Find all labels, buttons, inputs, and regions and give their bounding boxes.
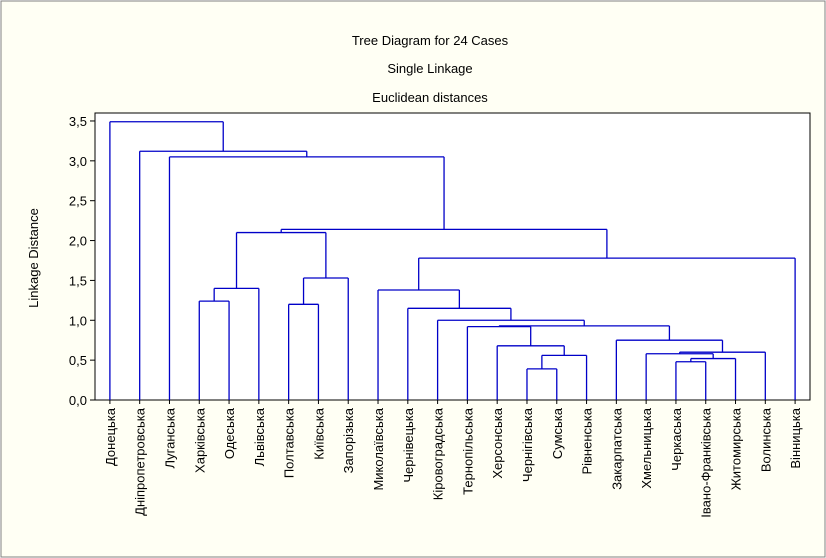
chart-subtitle: Single Linkage <box>387 61 472 76</box>
x-tick-label: Херсонська <box>490 407 505 478</box>
chart-subtitle: Euclidean distances <box>372 90 488 105</box>
x-tick-label: Луганська <box>162 407 177 468</box>
chart-title: Tree Diagram for 24 Cases <box>352 33 509 48</box>
x-tick-label: Волинська <box>758 407 773 472</box>
x-tick-label: Рівненська <box>580 407 595 474</box>
x-tick-label: Тернопільська <box>460 407 475 495</box>
x-tick-label: Черкаська <box>669 407 684 471</box>
x-tick-label: Донецька <box>103 407 118 466</box>
x-tick-label: Закарпатська <box>609 407 624 490</box>
y-tick-label: 0,5 <box>69 353 87 368</box>
plot-area <box>94 112 811 401</box>
y-tick-label: 1,0 <box>69 313 87 328</box>
x-tick-label: Львівська <box>252 407 267 466</box>
y-tick-label: 1,5 <box>69 273 87 288</box>
y-tick-label: 3,5 <box>69 114 87 129</box>
x-tick-label: Миколаївська <box>371 407 386 490</box>
x-tick-label: Київська <box>311 407 326 459</box>
x-tick-label: Івано-Франківська <box>699 407 714 517</box>
y-tick-label: 2,0 <box>69 234 87 249</box>
y-tick-label: 2,5 <box>69 194 87 209</box>
y-tick-label: 0,0 <box>69 393 87 408</box>
x-tick-label: Одеська <box>222 407 237 459</box>
y-axis-label: Linkage Distance <box>26 208 41 308</box>
x-tick-label: Житомирська <box>729 407 744 490</box>
y-tick-label: 3,0 <box>69 154 87 169</box>
x-tick-label: Дніпропетровська <box>133 407 148 516</box>
x-tick-label: Харківська <box>192 407 207 473</box>
x-tick-label: Чернівецька <box>401 407 416 482</box>
x-tick-label: Сумська <box>550 407 565 459</box>
x-tick-label: Вінницька <box>788 407 803 468</box>
x-tick-label: Запорізька <box>341 407 356 473</box>
x-tick-label: Полтавська <box>282 407 297 478</box>
x-tick-label: Хмельницька <box>639 407 654 488</box>
x-tick-label: Чернігівська <box>520 407 535 482</box>
x-tick-label: Кіровоградська <box>431 407 446 500</box>
